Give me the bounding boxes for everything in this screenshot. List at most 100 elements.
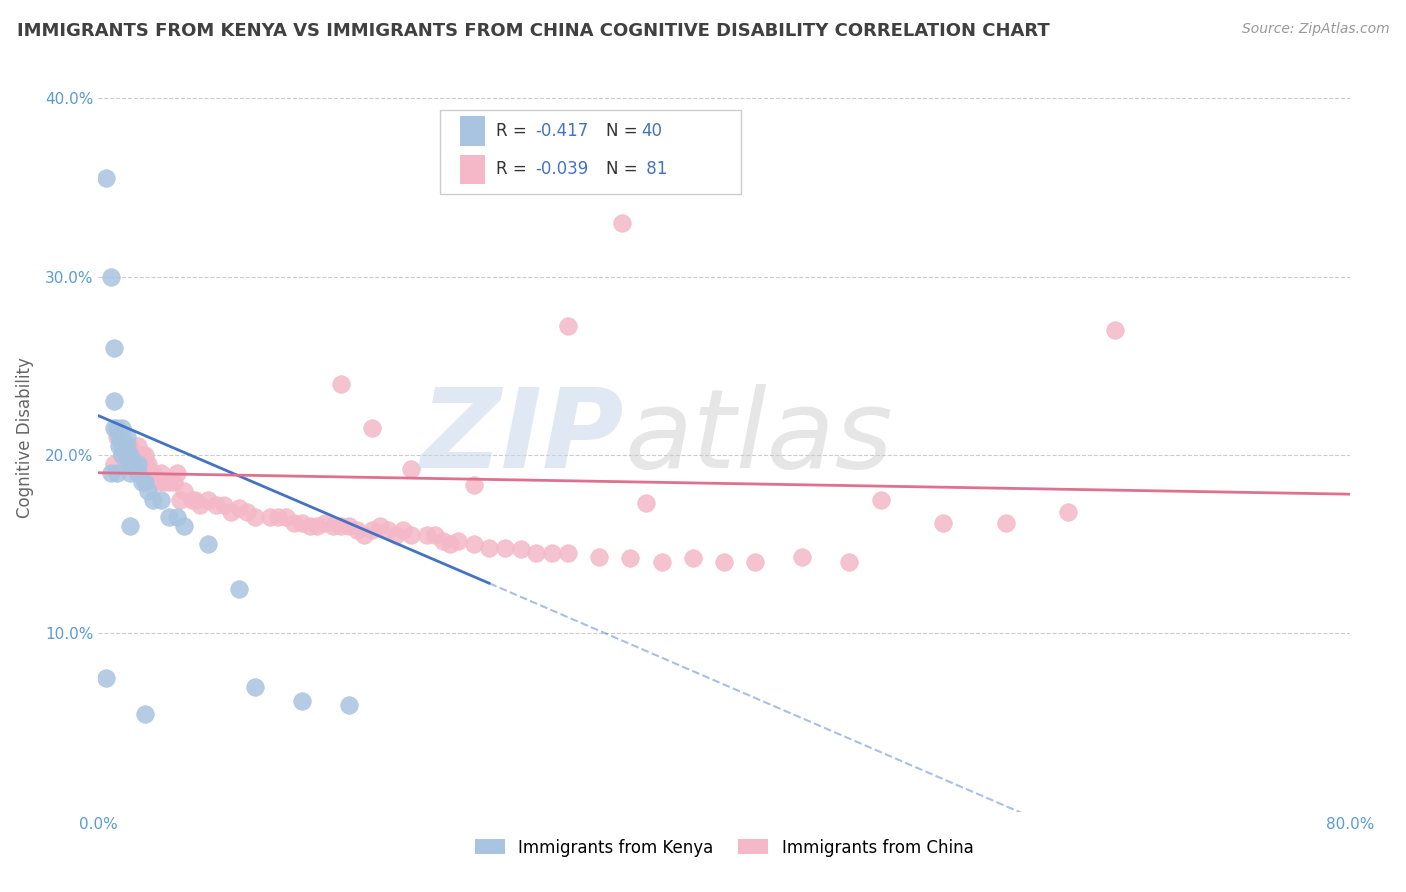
Point [329,519,352,533]
Point [682,551,704,566]
Text: R =: R = [496,161,533,178]
Point [314,516,336,530]
Point [541,546,564,560]
Text: atlas: atlas [624,384,893,491]
Point [526,546,548,560]
Text: -0.039: -0.039 [536,161,589,178]
Point [401,528,423,542]
Point [173,483,195,498]
Point [612,216,634,230]
Point [228,501,250,516]
Point [869,492,891,507]
Text: N =: N = [606,122,643,140]
Point [188,498,211,512]
Point [103,457,125,471]
Point [1104,323,1126,337]
Point [121,457,143,471]
Point [994,516,1017,530]
Point [127,466,149,480]
Point [322,519,344,533]
Point [181,492,204,507]
Point [134,706,156,721]
Point [150,492,173,507]
Text: 40: 40 [641,122,662,140]
Point [932,516,955,530]
Point [291,694,314,708]
Point [134,448,156,462]
Point [103,421,125,435]
Point [105,421,128,435]
Point [134,475,156,489]
Point [228,582,250,596]
Point [103,341,125,355]
Point [346,523,368,537]
Point [142,466,165,480]
Point [166,466,188,480]
Point [243,510,266,524]
Point [744,555,766,569]
Point [298,519,321,533]
Point [118,457,141,471]
Point [111,448,134,462]
Point [439,537,461,551]
Text: Source: ZipAtlas.com: Source: ZipAtlas.com [1241,22,1389,37]
Point [353,528,375,542]
Point [274,510,298,524]
Point [138,483,160,498]
Point [337,519,360,533]
Point [162,475,184,489]
Point [107,430,129,444]
Point [361,421,384,435]
Point [153,475,176,489]
Point [169,492,191,507]
Text: 81: 81 [641,161,668,178]
Point [197,537,219,551]
Point [134,457,156,471]
Point [138,457,160,471]
Point [115,430,138,444]
Point [105,430,128,444]
Text: R =: R = [496,122,533,140]
Point [118,466,141,480]
Point [127,439,149,453]
Point [792,549,814,564]
Point [212,498,235,512]
Point [146,475,169,489]
Point [329,376,352,391]
Point [121,457,143,471]
Point [361,523,384,537]
Point [619,551,641,566]
Point [184,492,207,507]
Text: ZIP: ZIP [420,384,624,491]
Point [118,439,141,453]
Text: -0.417: -0.417 [536,122,589,140]
Point [100,269,122,284]
Point [392,523,415,537]
Point [204,498,226,512]
Point [557,546,579,560]
Point [118,519,141,533]
Point [111,448,134,462]
Point [337,698,360,712]
Point [432,533,454,548]
Point [100,466,122,480]
Text: N =: N = [606,161,643,178]
Point [115,457,138,471]
Point [307,519,329,533]
Point [115,439,138,453]
Point [236,505,259,519]
Point [118,448,141,462]
Point [384,528,406,542]
Point [291,516,314,530]
Point [221,505,243,519]
Legend: Immigrants from Kenya, Immigrants from China: Immigrants from Kenya, Immigrants from C… [468,832,980,863]
Point [557,319,579,334]
Point [463,478,485,492]
Point [1057,505,1080,519]
Point [127,457,149,471]
Point [157,475,180,489]
Point [173,519,195,533]
Point [447,533,470,548]
Point [197,492,219,507]
Point [107,439,129,453]
